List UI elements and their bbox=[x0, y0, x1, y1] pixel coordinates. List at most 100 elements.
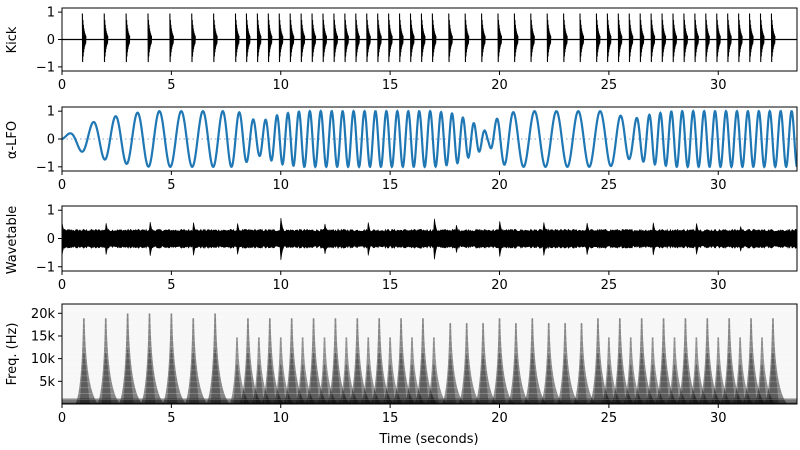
kick-hit bbox=[420, 13, 426, 63]
y-tick-label: −1 bbox=[36, 160, 55, 175]
spectrogram-onset-core bbox=[758, 364, 768, 404]
kick-hit bbox=[213, 13, 218, 63]
kick-hit bbox=[694, 13, 699, 63]
kick-hit bbox=[639, 13, 645, 63]
kick-hit bbox=[234, 13, 240, 63]
spectrogram-ylabel: Freq. (Hz) bbox=[5, 323, 20, 386]
spectrogram-onset bbox=[414, 318, 438, 404]
y-tick-label: 0 bbox=[47, 133, 55, 148]
y-tick-label: 5k bbox=[39, 375, 55, 390]
kick-hit bbox=[617, 13, 623, 63]
kick-hit bbox=[628, 13, 634, 63]
spectrogram-onset-core bbox=[79, 352, 90, 404]
spectrogram-onset-core bbox=[309, 352, 320, 404]
spectrogram-onset-core bbox=[736, 364, 746, 404]
y-tick-label: 10k bbox=[31, 352, 56, 367]
spectrogram-onset bbox=[404, 337, 426, 404]
y-tick-label: −1 bbox=[36, 260, 55, 275]
x-tick-label: 25 bbox=[601, 78, 618, 93]
spectrogram-onset-core bbox=[386, 364, 396, 404]
spectrogram-onset bbox=[458, 323, 481, 404]
kick-hit bbox=[169, 13, 174, 63]
spectrogram-onset-core bbox=[418, 352, 429, 404]
x-tick-label: 20 bbox=[491, 411, 508, 426]
spectrogram-onset bbox=[611, 318, 635, 404]
kick-hit bbox=[81, 13, 87, 63]
spectrogram-onset bbox=[339, 337, 360, 404]
x-tick-label: 5 bbox=[167, 78, 175, 93]
x-tick-label: 10 bbox=[272, 178, 289, 193]
spectrogram-onset-core bbox=[342, 364, 352, 404]
spectrogram-onset bbox=[655, 318, 678, 404]
kick-hit bbox=[311, 13, 317, 63]
y-tick-label: −1 bbox=[36, 60, 55, 75]
kick-hit bbox=[388, 13, 393, 63]
kick-hit bbox=[705, 13, 710, 63]
spectrogram-onset-core bbox=[320, 364, 330, 404]
kick-hit bbox=[759, 13, 765, 63]
kick-hit bbox=[333, 13, 338, 63]
spectrogram-onset-core bbox=[637, 352, 648, 404]
kick-hit bbox=[245, 13, 251, 63]
x-tick-label: 10 bbox=[272, 78, 289, 93]
spectrogram-onset-core bbox=[287, 352, 298, 404]
spectrogram-onset bbox=[491, 318, 514, 404]
spectrogram-onset bbox=[557, 323, 580, 404]
kick-hit bbox=[289, 13, 295, 63]
kick-hit bbox=[125, 13, 131, 63]
spectrogram-onset bbox=[348, 318, 372, 404]
x-tick-label: 30 bbox=[710, 278, 727, 293]
spectrogram-onset-core bbox=[210, 349, 222, 404]
spectrogram-onset bbox=[118, 313, 143, 404]
wavetable-ylabel: Wavetable bbox=[5, 206, 20, 275]
kick-hit bbox=[727, 13, 732, 63]
spectrogram-onset-core bbox=[265, 352, 276, 404]
x-tick-label: 20 bbox=[491, 278, 508, 293]
spectrogram-onset-core bbox=[746, 352, 757, 404]
x-tick-label: 10 bbox=[272, 411, 289, 426]
spectrogram-background bbox=[62, 304, 797, 404]
lfo-panel: α-LFO 0 5 10 15 20 25 30−101 bbox=[5, 105, 798, 193]
spectrogram-onset bbox=[720, 318, 744, 404]
kick-hit bbox=[464, 13, 470, 63]
spectrogram-onset-core bbox=[659, 352, 670, 404]
spectrogram-onset bbox=[283, 318, 307, 404]
spectrogram-onset bbox=[273, 337, 294, 404]
kick-hit bbox=[409, 13, 415, 63]
spectrogram-onset-core bbox=[605, 364, 614, 404]
x-tick-label: 5 bbox=[167, 411, 175, 426]
spectrogram-onset-core bbox=[615, 352, 626, 404]
kick-hit bbox=[267, 13, 273, 63]
kick-hit bbox=[147, 13, 153, 63]
kick-hit bbox=[481, 13, 486, 63]
spectrogram-onset-core bbox=[649, 364, 658, 404]
kick-hit bbox=[355, 13, 360, 63]
kick-hit bbox=[366, 13, 371, 63]
kick-hit bbox=[513, 13, 519, 63]
x-tick-label: 30 bbox=[710, 411, 727, 426]
spectrogram-onset bbox=[573, 323, 596, 404]
spectrogram-onset bbox=[732, 337, 754, 404]
spectrogram-onset bbox=[162, 313, 187, 404]
kick-hit bbox=[650, 13, 656, 63]
kick-ylabel: Kick bbox=[5, 26, 20, 53]
spectrogram-onset-core bbox=[724, 352, 736, 404]
spectrogram-onset-core bbox=[243, 352, 254, 404]
lfo-line bbox=[62, 109, 797, 169]
x-tick-label: 25 bbox=[601, 178, 618, 193]
spectrogram-onset-core bbox=[627, 364, 636, 404]
spectrogram-onset bbox=[97, 318, 121, 404]
kick-hit bbox=[749, 13, 754, 63]
kick-panel: Kick 0 5 10 15 20 25 30−101 bbox=[5, 6, 798, 93]
spectrogram-onset-core bbox=[577, 355, 588, 404]
kick-hit bbox=[546, 13, 552, 63]
spectrogram-onset-core bbox=[768, 352, 779, 404]
spectrogram-onset bbox=[667, 337, 688, 404]
spectrogram-onset-core bbox=[495, 352, 506, 404]
spectrogram-onset bbox=[645, 337, 666, 404]
kick-hit bbox=[770, 13, 776, 63]
x-tick-label: 0 bbox=[58, 78, 66, 93]
kick-hit bbox=[191, 13, 196, 63]
spectrogram-onset-core bbox=[511, 355, 522, 404]
